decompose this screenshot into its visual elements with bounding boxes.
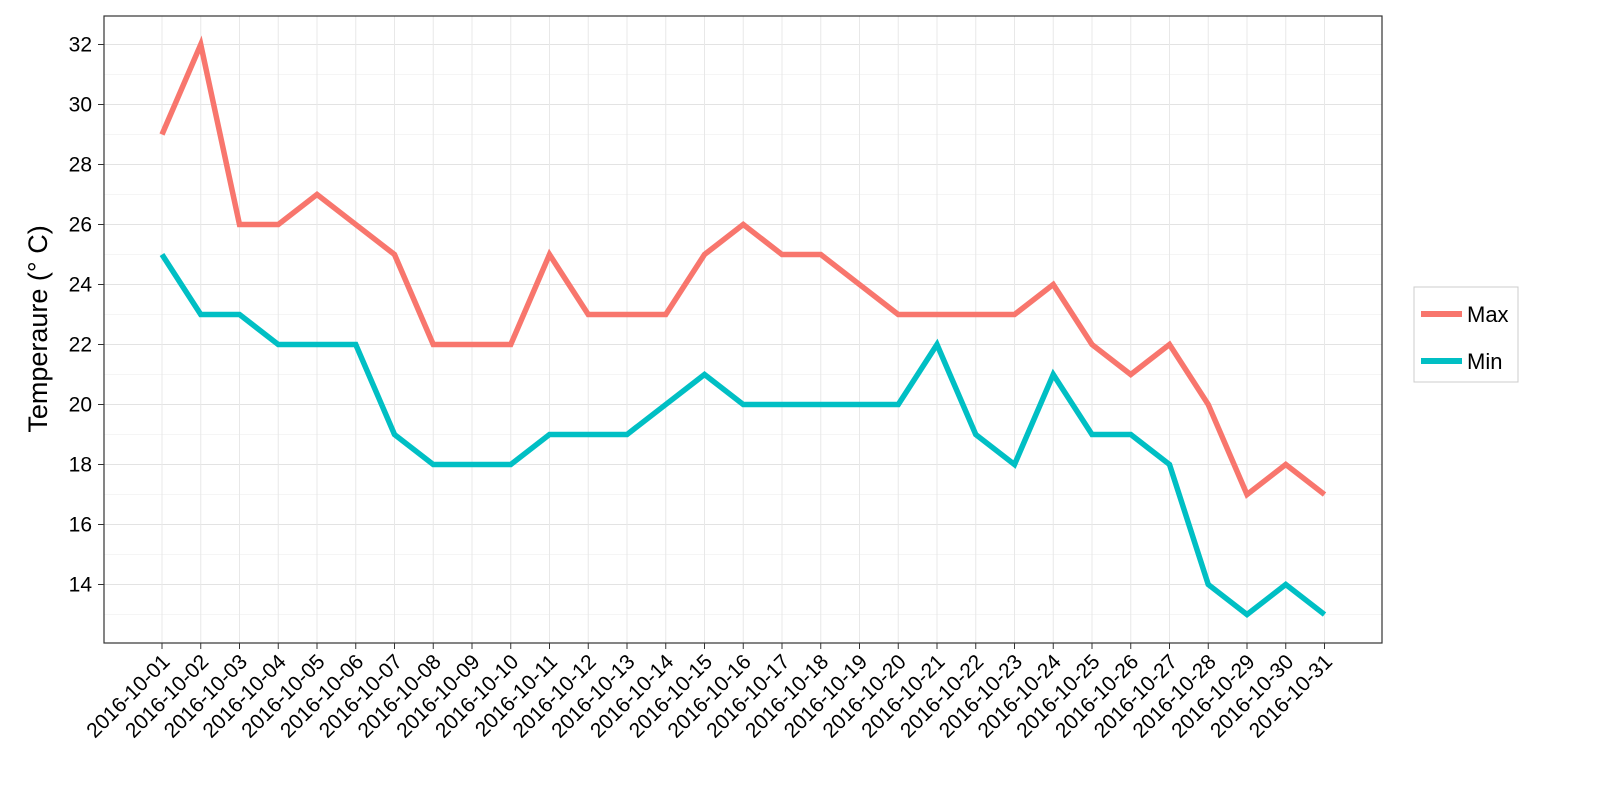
series-line-min xyxy=(159,253,1327,618)
y-tick-label: 26 xyxy=(69,214,92,237)
series-lines xyxy=(159,35,1327,618)
y-tick-label: 14 xyxy=(69,574,93,597)
y-tick-label: 22 xyxy=(69,334,92,357)
legend-label-max: Max xyxy=(1467,302,1509,327)
y-axis-title: Temperaure (° C) xyxy=(23,225,53,432)
y-tick-label: 20 xyxy=(69,394,92,417)
x-axis: 2016-10-012016-10-022016-10-032016-10-04… xyxy=(82,643,1337,742)
y-tick-label: 18 xyxy=(69,454,92,477)
y-tick-label: 32 xyxy=(69,34,92,57)
series-line-max xyxy=(159,35,1327,499)
y-tick-label: 24 xyxy=(69,274,93,297)
legend-box xyxy=(1413,286,1519,383)
y-axis: 14 16 18 20 22 24 26 28 30 32 xyxy=(69,34,104,597)
legend-label-min: Min xyxy=(1467,349,1502,374)
grid-lines xyxy=(104,16,1382,643)
legend: Max Min xyxy=(1413,286,1519,383)
y-tick-label: 16 xyxy=(69,514,92,537)
y-tick-label: 30 xyxy=(69,94,92,117)
y-tick-label: 28 xyxy=(69,154,92,177)
